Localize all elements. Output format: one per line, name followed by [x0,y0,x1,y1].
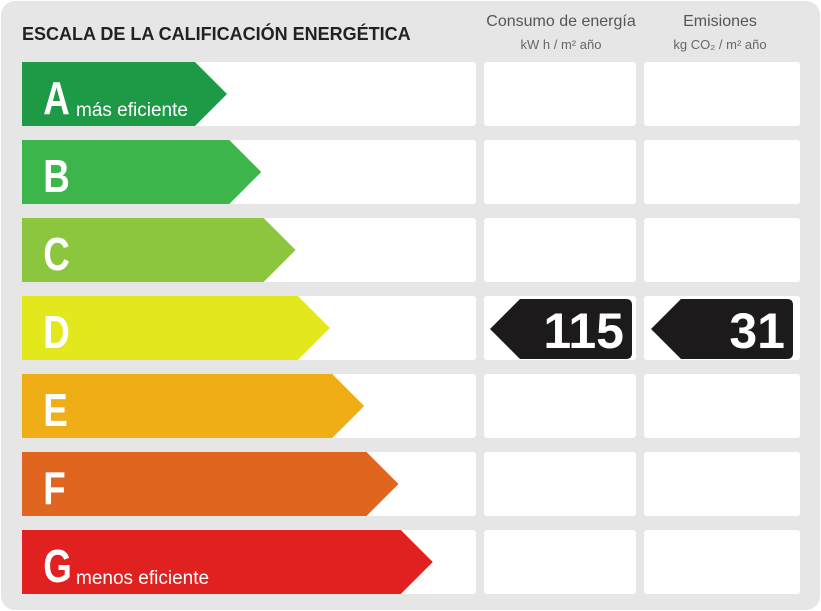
column-unit: kW h / m² año [521,37,602,52]
indicator-value: 115 [543,303,624,359]
value-cell [644,452,800,516]
value-cell [484,218,636,282]
value-cell [644,218,800,282]
title: ESCALA DE LA CALIFICACIÓN ENERGÉTICA [22,23,411,44]
indicator [651,299,793,359]
rating-letter: F [43,462,65,514]
rating-arrow [22,218,296,282]
value-cell [484,140,636,204]
rating-arrow [22,452,399,516]
rating-arrow [22,140,262,204]
rating-letter: A [43,72,70,124]
value-cell [484,62,636,126]
column-title: Emisiones [683,13,757,30]
rating-letter: C [43,228,70,280]
rating-letter: G [43,540,72,592]
rating-arrow [22,296,330,360]
rating-letter: D [43,306,70,358]
rating-arrow [22,62,227,126]
column-title: Consumo de energía [486,13,636,30]
rating-letter: E [43,384,68,436]
value-cell [644,140,800,204]
value-cell [644,374,800,438]
value-cell [484,374,636,438]
value-cell [644,62,800,126]
value-cell [644,530,800,594]
rating-letter: B [43,150,70,202]
column-unit: kg CO₂ / m² año [673,37,766,52]
rating-arrow [22,530,433,594]
value-cell [484,530,636,594]
indicator [490,299,632,359]
rating-arrow [22,374,365,438]
indicator-value: 31 [729,303,785,359]
rating-note: menos eficiente [76,568,209,589]
value-cell [484,452,636,516]
rating-note: más eficiente [76,100,188,121]
